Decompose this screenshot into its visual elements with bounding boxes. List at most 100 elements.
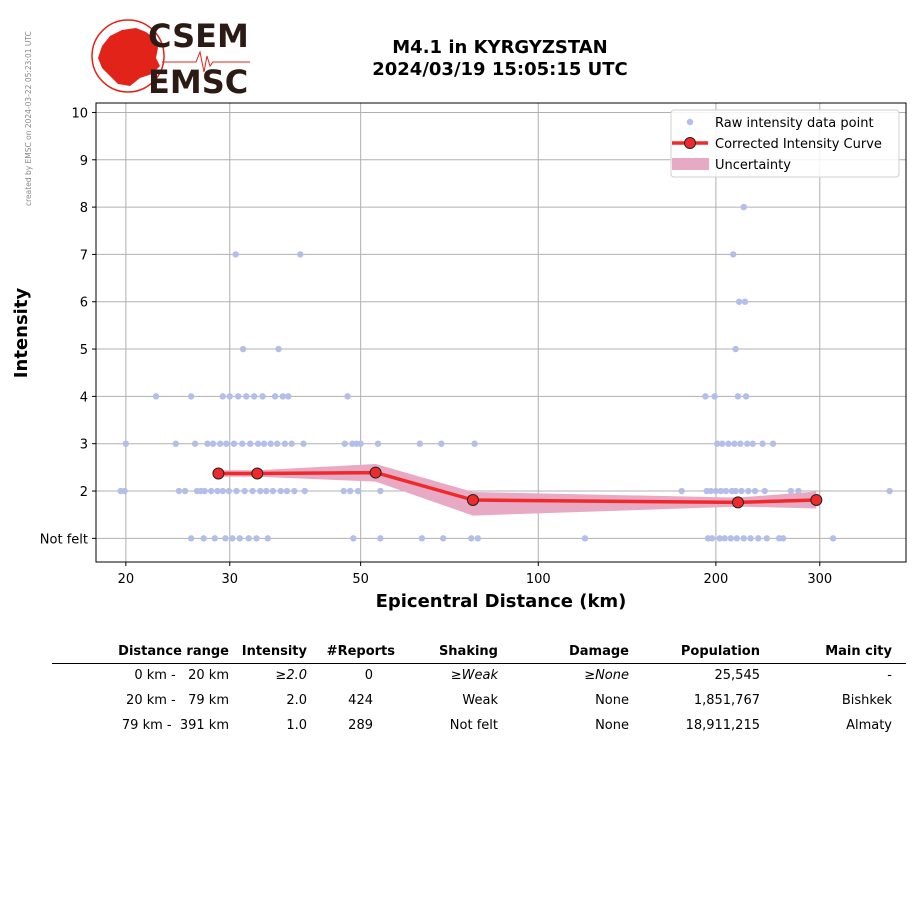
table-row: 20 km - 79 km 2.0 424 Weak None 1,851,76… [52, 689, 906, 714]
raw-data-point [122, 440, 130, 447]
raw-data-point [727, 535, 735, 542]
legend-box [670, 109, 900, 178]
raw-data-point [216, 440, 224, 447]
raw-data-point [722, 487, 730, 495]
raw-data-point [418, 535, 426, 542]
raw-data-point [263, 487, 270, 495]
raw-data-point [340, 487, 347, 495]
header-intensity: Intensity [241, 644, 307, 659]
raw-data-point [277, 487, 284, 495]
table-header-row: Distance range Intensity #Reports Shakin… [52, 640, 906, 664]
y-axis-label: Intensity [11, 288, 32, 379]
raw-data-point [341, 440, 348, 447]
raw-data-point [209, 440, 217, 447]
raw-data-point [207, 487, 215, 495]
legend-point-icon [686, 118, 694, 126]
raw-data-point [708, 535, 716, 542]
raw-data-point [732, 345, 739, 353]
raw-data-point [243, 393, 250, 400]
raw-data-point [291, 487, 298, 495]
corrected-intensity-curve [218, 470, 817, 505]
raw-data-point [769, 440, 777, 447]
raw-data-point [742, 393, 750, 400]
y-tick-label: 10 [71, 106, 88, 121]
raw-data-point [751, 487, 759, 495]
y-tick-label: Not felt [40, 532, 88, 547]
x-tick-label: 50 [352, 572, 369, 587]
raw-data-point [254, 440, 262, 447]
raw-data-point [468, 535, 475, 542]
raw-data-point [223, 440, 230, 447]
raw-data-point [187, 535, 195, 542]
y-tick-label: 6 [80, 296, 88, 311]
raw-data-point [717, 487, 725, 495]
curve-marker [212, 467, 225, 480]
cell-population: 25,545 [714, 668, 761, 683]
logo-text-emsc: EMSC [148, 63, 248, 98]
raw-data-point [346, 487, 354, 495]
y-tick-label: 4 [80, 390, 88, 405]
raw-data-point [260, 440, 268, 447]
header-damage: Damage [568, 644, 629, 659]
cell-reports: 289 [348, 718, 373, 733]
curve-marker [731, 496, 744, 509]
raw-data-point [755, 535, 762, 542]
chart-title: M4.1 in KYRGYZSTAN 2024/03/19 15:05:15 U… [300, 37, 700, 81]
cell-intensity: ≥2.0 [275, 668, 307, 683]
header-distance-range: Distance range [118, 644, 229, 659]
cell-shaking: ≥Weak [450, 668, 498, 683]
legend-label-uncertainty: Uncertainty [715, 158, 791, 173]
raw-data-point [350, 535, 357, 542]
header-reports: #Reports [326, 644, 395, 659]
cell-reports: 424 [348, 693, 373, 708]
raw-data-point [229, 535, 236, 542]
raw-data-point [438, 440, 445, 447]
y-axis-ticks: Not felt 2 3 4 5 6 7 8 9 10 [40, 106, 96, 547]
raw-data-point [297, 251, 304, 258]
cell-main-city: Bishkek [841, 693, 892, 708]
raw-data-point [300, 440, 307, 447]
raw-data-point [711, 393, 718, 400]
y-tick-label: 8 [80, 201, 88, 216]
cell-range: 0 km - 20 km [134, 668, 229, 683]
raw-data-point [239, 345, 247, 353]
raw-data-point [471, 440, 478, 447]
cell-damage: ≥None [584, 668, 629, 683]
x-tick-label: 30 [221, 572, 238, 587]
raw-data-point [377, 487, 384, 495]
raw-data-point [264, 535, 271, 542]
raw-data-point [779, 535, 787, 542]
chart-title-datetime: 2024/03/19 15:05:15 UTC [372, 59, 628, 80]
raw-data-point [275, 345, 282, 353]
raw-data-point [273, 440, 281, 447]
logo-map-shape [98, 28, 160, 86]
raw-data-point [474, 535, 482, 542]
y-tick-label: 9 [80, 154, 88, 169]
intensity-summary-table: Distance range Intensity #Reports Shakin… [52, 640, 906, 739]
curve-marker [369, 466, 382, 479]
raw-data-point [219, 393, 227, 400]
cell-main-city: - [887, 668, 892, 683]
raw-data-point [747, 535, 754, 542]
raw-data-point [730, 251, 737, 258]
raw-data-point [152, 393, 160, 400]
y-tick-label: 7 [80, 248, 88, 263]
raw-data-point [734, 393, 742, 400]
raw-data-point [269, 487, 277, 495]
table-header-rule [52, 663, 906, 664]
raw-data-point [222, 535, 229, 542]
curve-marker [251, 467, 264, 480]
raw-data-point [285, 393, 292, 400]
cell-population: 1,851,767 [693, 693, 760, 708]
emsc-logo: CSEM EMSC [91, 17, 250, 98]
x-axis-ticks: 20 30 50 100 200 300 [118, 562, 832, 587]
raw-data-point [719, 440, 726, 447]
raw-data-point [761, 487, 768, 495]
x-axis-label: Epicentral Distance (km) [376, 591, 627, 612]
raw-data-point [749, 440, 757, 447]
raw-data-point [716, 535, 723, 542]
raw-data-point [271, 393, 279, 400]
raw-data-point [232, 251, 239, 258]
raw-data-point [759, 440, 766, 447]
cell-shaking: Weak [462, 693, 498, 708]
